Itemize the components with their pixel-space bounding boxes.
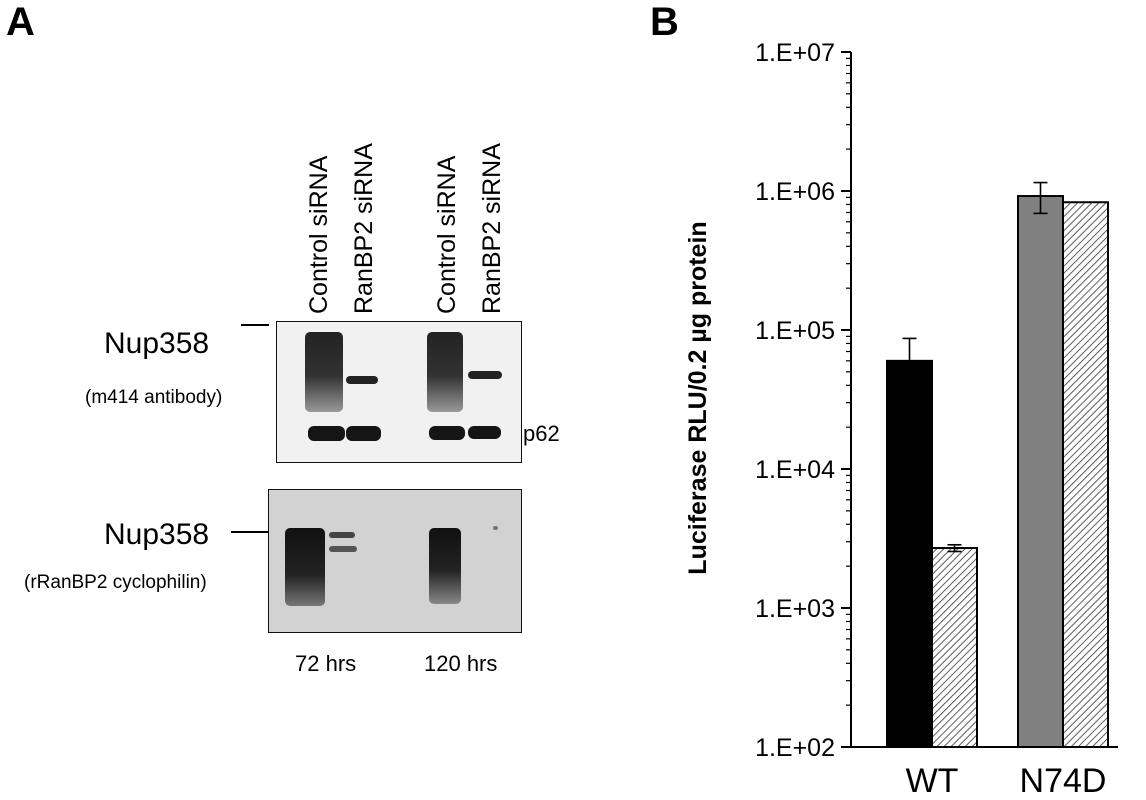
y-tick-label: 1.E+03 (755, 595, 835, 623)
y-tick-label: 1.E+02 (755, 734, 835, 762)
western-blot-2 (268, 489, 522, 633)
y-tick-label: 1.E+06 (755, 178, 835, 206)
bar-wt-2 (931, 547, 978, 749)
panel-b-letter: B (650, 0, 679, 44)
y-tick-label: 1.E+05 (755, 317, 835, 345)
blot1-antibody-label: (m414 antibody) (85, 387, 223, 408)
y-tick-label: 1.E+07 (755, 39, 835, 67)
lane-label-1: Control siRNA (305, 155, 333, 314)
timepoint-72: 72 hrs (295, 651, 357, 676)
lane-label-2: RanBP2 siRNA (350, 143, 378, 314)
y-axis-title: Luciferase RLU/0.2 µg protein (684, 221, 712, 574)
y-tick-label: 1.E+04 (755, 456, 835, 484)
p62-label: p62 (523, 421, 560, 446)
lane-label-4: RanBP2 siRNA (478, 143, 506, 314)
blot1-marker-line (241, 324, 269, 326)
western-blot-1 (276, 321, 522, 463)
panel-a-letter: A (6, 0, 35, 44)
x-category-label: WT (906, 762, 959, 800)
lane-label-3: Control siRNA (433, 155, 461, 314)
blot2-marker-line (231, 531, 269, 533)
x-category-label: N74D (1020, 762, 1107, 800)
blot2-protein-label: Nup358 (104, 518, 210, 551)
bar-n74d-2 (1062, 201, 1109, 748)
blot1-protein-label: Nup358 (104, 327, 210, 360)
bar-n74d-1 (1017, 195, 1064, 748)
bar-wt-1 (886, 359, 933, 748)
blot2-antibody-label: (rRanBP2 cyclophilin) (24, 572, 207, 593)
timepoint-120: 120 hrs (424, 651, 498, 676)
